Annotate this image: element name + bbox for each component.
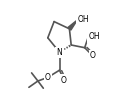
Text: N: N xyxy=(57,48,62,57)
Text: O: O xyxy=(45,73,51,82)
Text: O: O xyxy=(90,51,96,60)
Text: O: O xyxy=(61,76,67,85)
Text: OH: OH xyxy=(77,15,89,24)
Polygon shape xyxy=(68,20,77,30)
Text: OH: OH xyxy=(88,32,100,41)
